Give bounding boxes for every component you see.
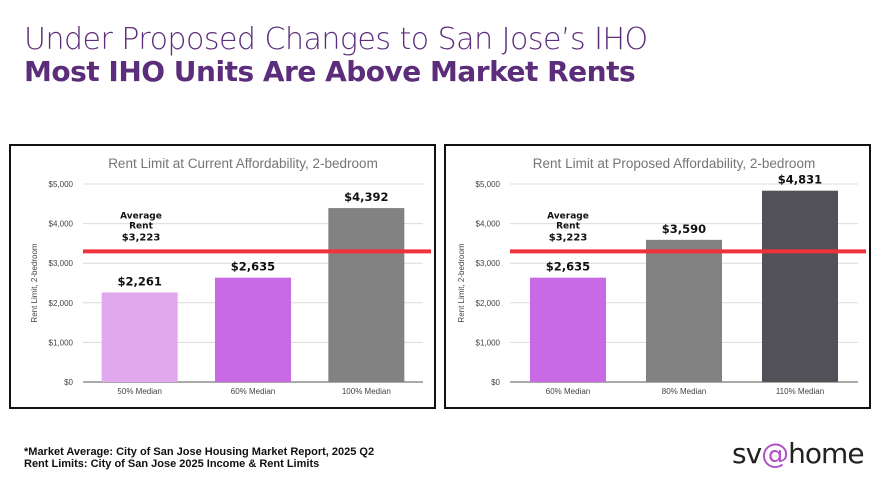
average-rent-label-2: Rent [556,221,580,231]
bar [646,239,722,382]
x-tick-label: 50% Median [117,387,161,396]
logo-at: @ [761,437,789,470]
average-rent-label-2: Rent [129,221,153,231]
svhome-logo: sv@home [732,437,865,470]
average-rent-value: $3,223 [549,232,588,243]
chart-current: Rent Limit at Current Affordability, 2-b… [9,144,436,409]
y-tick-label: $5,000 [49,180,74,189]
x-tick-label: 60% Median [231,387,275,396]
logo-sv: sv [732,437,762,470]
slide-title-line1: Under Proposed Changes to San Jose’s IHO [24,22,648,57]
y-tick-label: $1,000 [49,338,74,347]
bar-value-label: $2,261 [117,274,161,288]
note-market-average: *Market Average: City of San Jose Housin… [24,446,375,458]
average-rent-label-1: Average [120,211,162,221]
chart-title: Rent Limit at Current Affordability, 2-b… [108,156,378,171]
bar [328,208,405,382]
x-tick-label: 110% Median [776,387,824,396]
bar [530,277,606,382]
y-tick-label: $4,000 [476,220,501,229]
bar [215,277,291,382]
x-tick-label: 80% Median [662,387,706,396]
bar [101,292,178,382]
average-rent-label-1: Average [547,211,589,221]
y-tick-label: $0 [491,378,500,387]
y-axis-label: Rent Limit, 2-bedroom [30,243,39,322]
y-tick-label: $4,000 [49,220,74,229]
y-tick-label: $2,000 [476,299,501,308]
source-notes: *Market Average: City of San Jose Housin… [24,446,374,470]
x-tick-label: 100% Median [342,387,391,396]
y-axis-label: Rent Limit, 2-bedroom [457,243,466,322]
bar-value-label: $4,392 [344,190,388,204]
y-tick-label: $3,000 [476,259,501,268]
y-tick-label: $5,000 [476,180,501,189]
note-rent-limits: Rent Limits: City of San Jose 2025 Incom… [24,458,320,470]
x-tick-label: 60% Median [546,387,590,396]
y-tick-label: $2,000 [49,299,74,308]
bar-value-label: $4,831 [778,173,822,187]
chart-current-svg: Rent Limit at Current Affordability, 2-b… [30,156,431,396]
bar-value-label: $3,590 [662,222,706,236]
bar [762,190,838,382]
chart-proposed: Rent Limit at Proposed Affordability, 2-… [444,144,871,409]
chart-title: Rent Limit at Proposed Affordability, 2-… [533,156,815,171]
bar-value-label: $2,635 [546,260,590,274]
y-tick-label: $3,000 [49,259,74,268]
average-rent-value: $3,223 [122,232,161,243]
slide-title-line2: Most IHO Units Are Above Market Rents [24,55,636,88]
y-tick-label: $1,000 [476,338,501,347]
logo-home: home [788,437,864,470]
bar-value-label: $2,635 [231,260,275,274]
y-tick-label: $0 [64,378,73,387]
chart-proposed-svg: Rent Limit at Proposed Affordability, 2-… [457,156,866,396]
